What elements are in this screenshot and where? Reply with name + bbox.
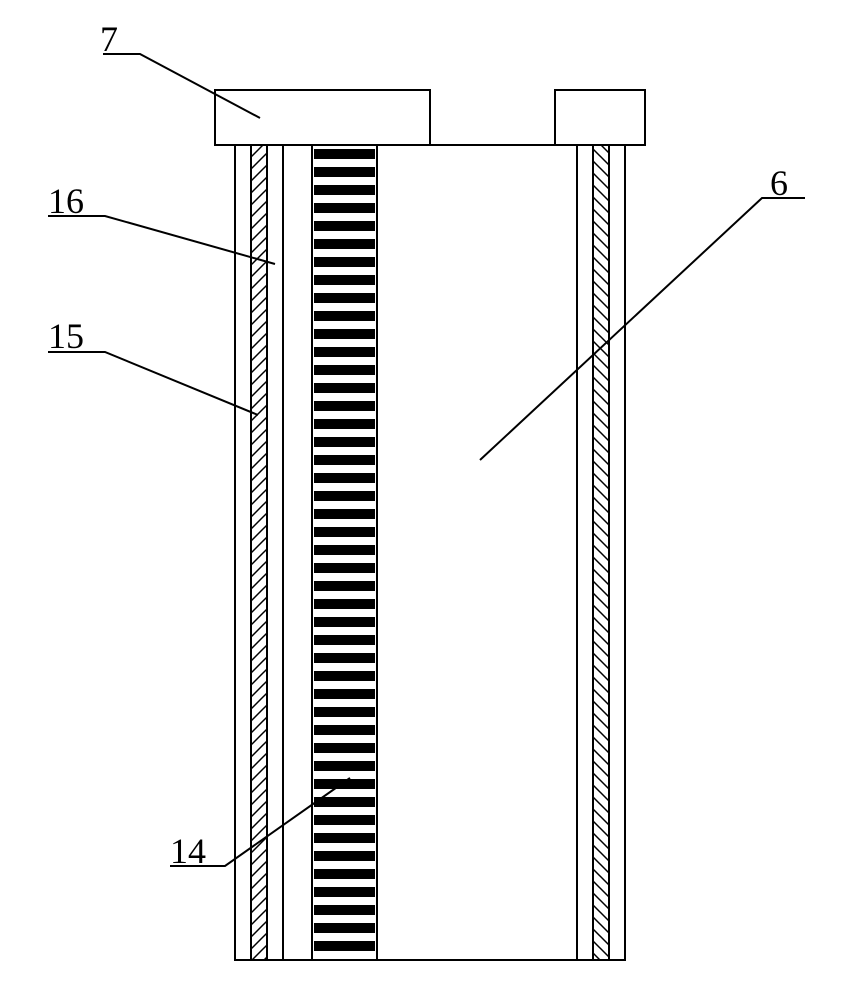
technical-diagram [0, 0, 864, 1000]
top-cap [215, 90, 645, 145]
striped-column [312, 145, 377, 960]
label-7: 7 [100, 18, 118, 60]
label-6: 6 [770, 162, 788, 204]
cylinder-body [235, 145, 625, 960]
label-14: 14 [170, 830, 206, 872]
label-15: 15 [48, 315, 84, 357]
label-16: 16 [48, 180, 84, 222]
